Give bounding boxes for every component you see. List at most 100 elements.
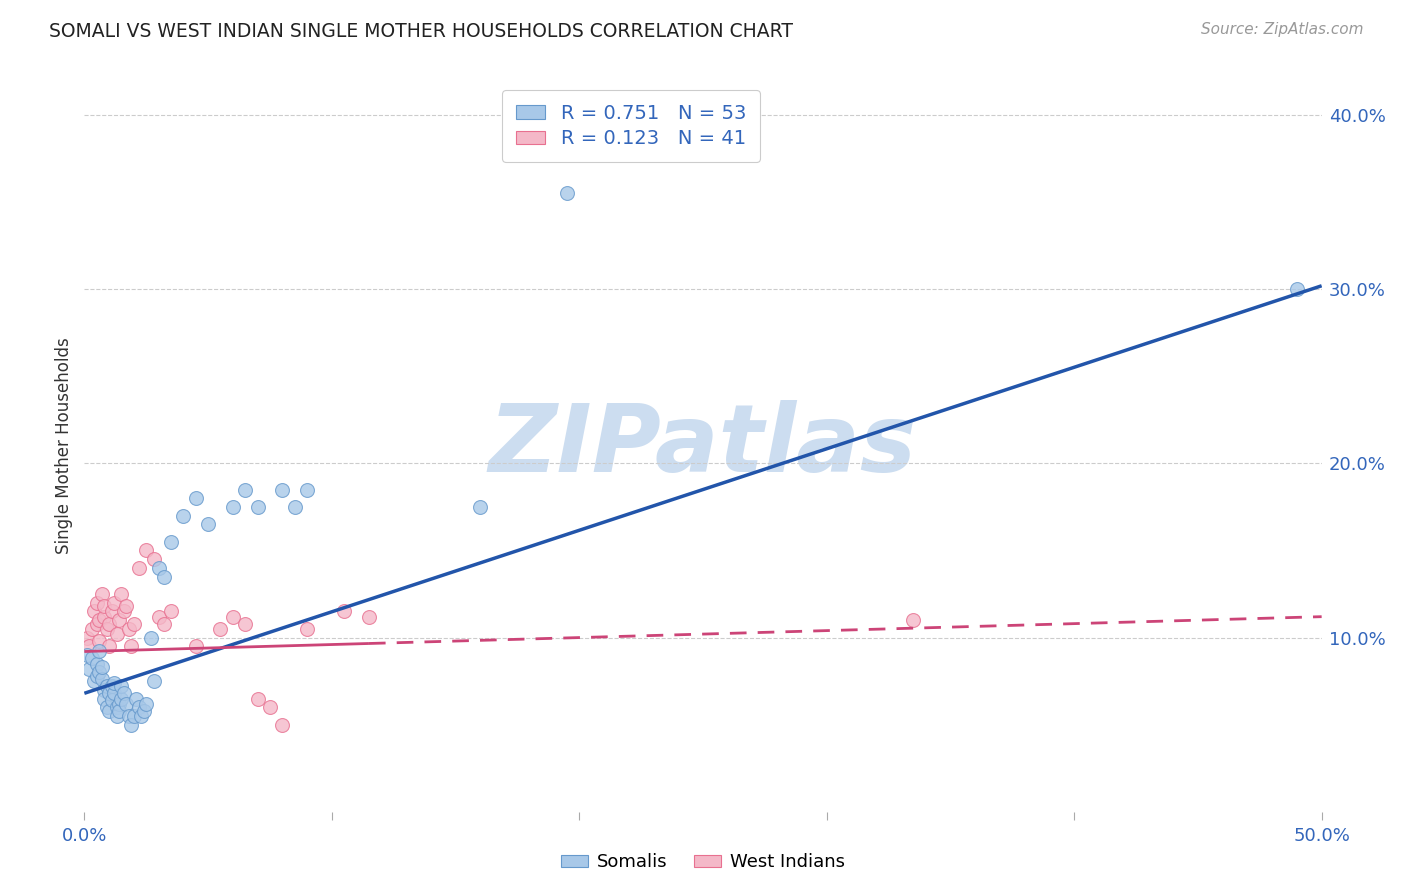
Point — [89, 665, 111, 680]
Point — [148, 609, 170, 624]
Point — [112, 604, 135, 618]
Point — [115, 697, 138, 711]
Point — [197, 517, 219, 532]
Point — [96, 622, 118, 636]
Point — [152, 616, 174, 631]
Point — [295, 483, 318, 497]
Point — [100, 604, 122, 618]
Point — [103, 596, 125, 610]
Point — [76, 631, 98, 645]
Point — [333, 604, 356, 618]
Point — [118, 709, 141, 723]
Point — [555, 186, 578, 201]
Point — [160, 604, 183, 618]
Point — [83, 674, 105, 689]
Point — [246, 500, 269, 514]
Point — [141, 631, 163, 645]
Point — [1285, 282, 1308, 296]
Point — [93, 599, 115, 614]
Point — [86, 616, 108, 631]
Point — [98, 686, 121, 700]
Point — [160, 534, 183, 549]
Point — [98, 616, 121, 631]
Point — [90, 587, 112, 601]
Point — [184, 491, 207, 506]
Point — [118, 622, 141, 636]
Point — [148, 561, 170, 575]
Point — [222, 500, 245, 514]
Point — [110, 691, 132, 706]
Point — [271, 717, 294, 731]
Point — [103, 686, 125, 700]
Point — [259, 700, 281, 714]
Point — [233, 616, 256, 631]
Point — [98, 704, 121, 718]
Point — [96, 679, 118, 693]
Point — [222, 609, 245, 624]
Point — [93, 682, 115, 697]
Point — [86, 596, 108, 610]
Point — [83, 604, 105, 618]
Point — [79, 640, 101, 654]
Point — [79, 662, 101, 676]
Point — [115, 599, 138, 614]
Text: ZIPatlas: ZIPatlas — [489, 400, 917, 492]
Point — [152, 569, 174, 583]
Point — [120, 717, 142, 731]
Point — [246, 691, 269, 706]
Point — [142, 552, 165, 566]
Point — [110, 587, 132, 601]
Point — [100, 679, 122, 693]
Point — [125, 691, 148, 706]
Point — [142, 674, 165, 689]
Point — [86, 657, 108, 671]
Text: Source: ZipAtlas.com: Source: ZipAtlas.com — [1201, 22, 1364, 37]
Point — [108, 613, 131, 627]
Legend: R = 0.751   N = 53, R = 0.123   N = 41: R = 0.751 N = 53, R = 0.123 N = 41 — [502, 90, 759, 162]
Point — [90, 673, 112, 687]
Point — [120, 640, 142, 654]
Point — [93, 691, 115, 706]
Point — [98, 640, 121, 654]
Point — [100, 693, 122, 707]
Point — [209, 622, 232, 636]
Point — [172, 508, 194, 523]
Point — [284, 500, 307, 514]
Point — [129, 709, 152, 723]
Point — [80, 622, 103, 636]
Point — [271, 483, 294, 497]
Point — [96, 700, 118, 714]
Point — [132, 704, 155, 718]
Point — [295, 622, 318, 636]
Point — [184, 640, 207, 654]
Point — [122, 616, 145, 631]
Point — [135, 543, 157, 558]
Point — [357, 609, 380, 624]
Point — [128, 561, 150, 575]
Point — [110, 679, 132, 693]
Point — [76, 648, 98, 662]
Point — [89, 634, 111, 648]
Point — [93, 609, 115, 624]
Point — [80, 651, 103, 665]
Point — [128, 700, 150, 714]
Point — [112, 686, 135, 700]
Point — [122, 709, 145, 723]
Point — [90, 660, 112, 674]
Point — [89, 613, 111, 627]
Point — [103, 676, 125, 690]
Point — [86, 669, 108, 683]
Point — [105, 627, 128, 641]
Point — [105, 700, 128, 714]
Point — [135, 697, 157, 711]
Point — [470, 500, 492, 514]
Point — [108, 704, 131, 718]
Point — [89, 644, 111, 658]
Point — [233, 483, 256, 497]
Point — [105, 709, 128, 723]
Y-axis label: Single Mother Households: Single Mother Households — [55, 338, 73, 554]
Text: SOMALI VS WEST INDIAN SINGLE MOTHER HOUSEHOLDS CORRELATION CHART: SOMALI VS WEST INDIAN SINGLE MOTHER HOUS… — [49, 22, 793, 41]
Legend: Somalis, West Indians: Somalis, West Indians — [554, 847, 852, 879]
Point — [108, 697, 131, 711]
Point — [903, 613, 925, 627]
